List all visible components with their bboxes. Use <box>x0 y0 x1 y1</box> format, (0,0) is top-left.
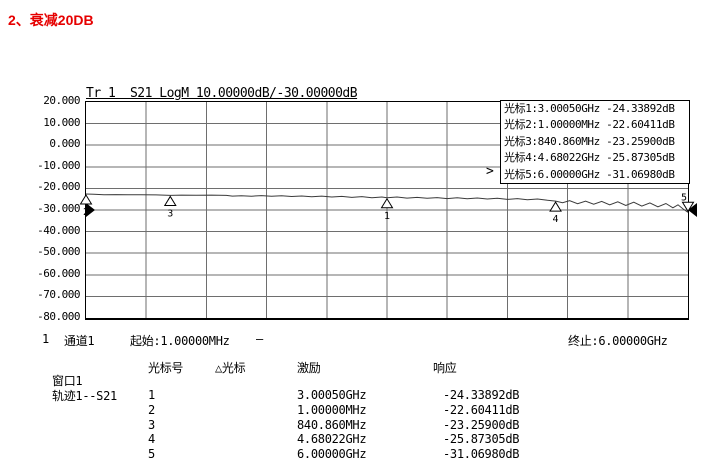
column-header-stimulus: 激励 <box>297 361 321 375</box>
window-label: 窗口1 <box>52 374 83 388</box>
stimulus-cell: 840.860MHz <box>297 417 367 432</box>
y-tick-label: 10.000 <box>43 115 80 129</box>
marker-readout-line: 光标5:6.00000GHz -31.06980dB <box>504 167 675 181</box>
marker-5-triangle-icon <box>681 201 695 213</box>
column-header-delta-marker: △光标 <box>215 361 246 375</box>
response-cell: -23.25900dB <box>443 417 520 432</box>
marker-4-label: 4 <box>553 214 559 225</box>
marker-1-label: 1 <box>384 211 390 222</box>
marker-table-row: 1 3.00050GHz -24.33892dB <box>0 388 717 403</box>
ref-level-indicator-right <box>688 203 697 217</box>
start-frequency-label: 起始:1.00000MHz <box>130 334 230 348</box>
ref-level-indicator-left <box>86 203 95 217</box>
marker-3-triangle-icon <box>163 195 177 206</box>
stop-frequency-label: 终止:6.00000GHz <box>568 334 668 348</box>
y-tick-label: -60.000 <box>37 266 80 280</box>
response-cell: -31.06980dB <box>443 447 520 462</box>
y-tick-label: -80.000 <box>37 310 80 323</box>
marker-5-label: 5 <box>681 192 687 203</box>
marker-readout-line: 光标3:840.860MHz -23.25900dB <box>504 134 675 148</box>
marker-readout-panel: 光标1:3.00050GHz -24.33892dB 光标2:1.00000MHz… <box>500 100 690 184</box>
y-tick-label: -10.000 <box>37 158 80 172</box>
channel-index: 1 <box>42 332 49 346</box>
y-tick-label: -40.000 <box>37 223 80 237</box>
response-cell: -22.60411dB <box>443 402 520 417</box>
y-tick-label: -50.000 <box>37 245 80 259</box>
marker-number-cell: 3 <box>148 417 155 432</box>
channel-label: 通道1 <box>64 334 95 348</box>
marker-readout-line: 光标1:3.00050GHz -24.33892dB <box>504 102 675 115</box>
column-header-response: 响应 <box>433 361 457 375</box>
trace-label: 轨迹1--S21 <box>52 389 117 403</box>
trace-header: Tr 1 S21 LogM 10.00000dB/-30.00000dB <box>86 86 358 101</box>
marker-number-cell: 4 <box>148 432 155 447</box>
marker-table-row: 5 6.00000GHz -31.06980dB <box>0 447 717 462</box>
marker-table-row: 4 4.68022GHz -25.87305dB <box>0 432 717 447</box>
marker-readout-line: 光标2:1.00000MHz -22.60411dB <box>504 118 675 132</box>
page-title: 2、衰减20DB <box>8 12 94 28</box>
stimulus-cell: 6.00000GHz <box>297 447 367 462</box>
stimulus-cell: 3.00050GHz <box>297 388 367 402</box>
marker-3-label: 3 <box>167 208 173 219</box>
stimulus-cell: 1.00000MHz <box>297 402 367 417</box>
stimulus-cell: 4.68022GHz <box>297 432 367 447</box>
response-cell: -24.33892dB <box>443 388 520 402</box>
marker-4-triangle-icon <box>549 201 562 212</box>
active-marker-arrow: > <box>486 164 494 179</box>
marker-table-row: 2 1.00000MHz -22.60411dB <box>0 403 717 418</box>
marker-table-row: 3 840.860MHz -23.25900dB <box>0 418 717 433</box>
marker-number-cell: 1 <box>148 388 155 402</box>
marker-number-cell: 2 <box>148 402 155 417</box>
marker-2-triangle-icon <box>79 194 93 205</box>
marker-2-label: 2 <box>83 207 89 218</box>
s21-trace-line <box>85 193 689 213</box>
marker-1-triangle-icon <box>380 197 394 209</box>
y-tick-label: -70.000 <box>37 288 80 302</box>
marker-number-cell: 5 <box>148 447 155 462</box>
y-tick-label: 0.000 <box>49 137 80 151</box>
column-header-marker-number: 光标号 <box>148 361 184 375</box>
y-tick-label: 20.000 <box>43 94 80 107</box>
y-tick-label: -30.000 <box>37 202 80 215</box>
response-cell: -25.87305dB <box>443 432 520 447</box>
status-dash: — <box>256 332 263 346</box>
marker-readout-line: 光标4:4.68022GHz -25.87305dB <box>504 151 675 165</box>
y-tick-label: -20.000 <box>37 180 80 194</box>
